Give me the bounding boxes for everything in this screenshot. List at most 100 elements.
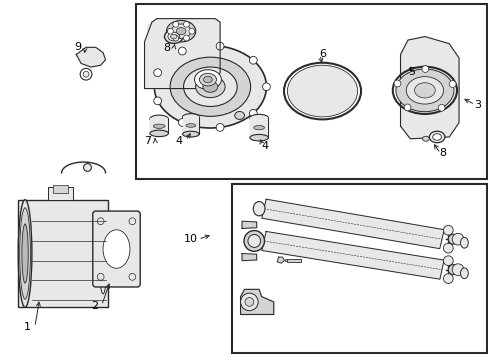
Ellipse shape bbox=[20, 208, 30, 299]
Ellipse shape bbox=[395, 69, 453, 112]
Ellipse shape bbox=[154, 45, 266, 128]
Bar bbox=[136, 4, 486, 179]
Ellipse shape bbox=[194, 70, 221, 89]
Circle shape bbox=[257, 205, 263, 211]
Bar bbox=[48, 187, 73, 200]
Ellipse shape bbox=[103, 230, 130, 268]
Ellipse shape bbox=[249, 114, 268, 122]
Ellipse shape bbox=[170, 57, 250, 116]
Ellipse shape bbox=[195, 76, 224, 98]
Ellipse shape bbox=[185, 124, 195, 127]
Circle shape bbox=[172, 22, 178, 27]
Ellipse shape bbox=[460, 268, 468, 279]
Ellipse shape bbox=[150, 130, 168, 136]
Circle shape bbox=[249, 57, 257, 64]
Bar bbox=[147, 24, 217, 80]
Circle shape bbox=[249, 109, 257, 117]
Polygon shape bbox=[261, 199, 443, 249]
Ellipse shape bbox=[244, 230, 264, 251]
Ellipse shape bbox=[150, 115, 168, 123]
Circle shape bbox=[172, 35, 178, 41]
Circle shape bbox=[153, 69, 161, 77]
Circle shape bbox=[257, 205, 263, 211]
Ellipse shape bbox=[422, 136, 428, 141]
Ellipse shape bbox=[253, 126, 264, 130]
Text: 8: 8 bbox=[163, 44, 170, 53]
Ellipse shape bbox=[203, 76, 212, 83]
Circle shape bbox=[443, 274, 452, 283]
Circle shape bbox=[258, 206, 264, 211]
Circle shape bbox=[257, 204, 263, 210]
Bar bbox=[18, 200, 108, 307]
Ellipse shape bbox=[447, 234, 457, 244]
Text: 5: 5 bbox=[407, 67, 414, 77]
Text: 6: 6 bbox=[318, 49, 325, 59]
Polygon shape bbox=[76, 47, 105, 67]
Ellipse shape bbox=[182, 131, 199, 137]
Ellipse shape bbox=[18, 200, 32, 307]
Circle shape bbox=[448, 81, 455, 87]
Bar bbox=[286, 259, 300, 262]
Polygon shape bbox=[277, 257, 284, 263]
Ellipse shape bbox=[414, 83, 434, 98]
Bar bbox=[182, 116, 199, 134]
Ellipse shape bbox=[153, 124, 164, 129]
Circle shape bbox=[258, 206, 264, 212]
Circle shape bbox=[451, 264, 463, 275]
Bar bbox=[249, 117, 268, 138]
Ellipse shape bbox=[460, 237, 468, 248]
Bar bbox=[150, 118, 168, 134]
Circle shape bbox=[451, 233, 463, 245]
Ellipse shape bbox=[247, 234, 260, 247]
Text: 4: 4 bbox=[261, 140, 268, 150]
Circle shape bbox=[80, 68, 92, 80]
FancyBboxPatch shape bbox=[93, 211, 140, 287]
Ellipse shape bbox=[447, 265, 457, 275]
Ellipse shape bbox=[164, 30, 183, 43]
Text: 2: 2 bbox=[91, 301, 98, 311]
Ellipse shape bbox=[176, 28, 185, 35]
Ellipse shape bbox=[166, 21, 195, 42]
Ellipse shape bbox=[249, 134, 268, 141]
Ellipse shape bbox=[203, 81, 218, 92]
Text: 7: 7 bbox=[144, 136, 151, 146]
Circle shape bbox=[240, 293, 258, 311]
Ellipse shape bbox=[22, 224, 28, 283]
Text: 10: 10 bbox=[183, 234, 198, 244]
Text: 9: 9 bbox=[74, 42, 81, 52]
Text: 1: 1 bbox=[24, 322, 31, 332]
Circle shape bbox=[262, 83, 270, 91]
Circle shape bbox=[178, 118, 186, 126]
Circle shape bbox=[97, 273, 104, 280]
Polygon shape bbox=[242, 221, 256, 228]
Ellipse shape bbox=[167, 32, 179, 41]
Polygon shape bbox=[400, 37, 458, 139]
Ellipse shape bbox=[406, 77, 443, 104]
Polygon shape bbox=[240, 289, 273, 315]
Ellipse shape bbox=[183, 67, 237, 107]
Circle shape bbox=[403, 104, 410, 111]
Polygon shape bbox=[144, 19, 220, 89]
Circle shape bbox=[188, 28, 194, 34]
Circle shape bbox=[183, 22, 189, 27]
Ellipse shape bbox=[171, 24, 190, 39]
Ellipse shape bbox=[199, 73, 216, 86]
Bar bbox=[53, 185, 68, 193]
Bar bbox=[144, 45, 220, 89]
Circle shape bbox=[216, 123, 224, 131]
Circle shape bbox=[183, 35, 189, 41]
Circle shape bbox=[443, 225, 452, 235]
Polygon shape bbox=[262, 231, 443, 279]
Circle shape bbox=[129, 273, 136, 280]
Circle shape bbox=[167, 28, 173, 34]
Circle shape bbox=[153, 97, 161, 105]
Circle shape bbox=[393, 80, 400, 87]
Circle shape bbox=[421, 66, 428, 72]
Ellipse shape bbox=[99, 213, 107, 294]
Bar bbox=[285, 259, 287, 261]
Circle shape bbox=[178, 47, 186, 55]
Ellipse shape bbox=[170, 34, 177, 39]
Bar bbox=[232, 184, 486, 353]
Text: 3: 3 bbox=[473, 100, 480, 110]
Ellipse shape bbox=[432, 134, 441, 140]
